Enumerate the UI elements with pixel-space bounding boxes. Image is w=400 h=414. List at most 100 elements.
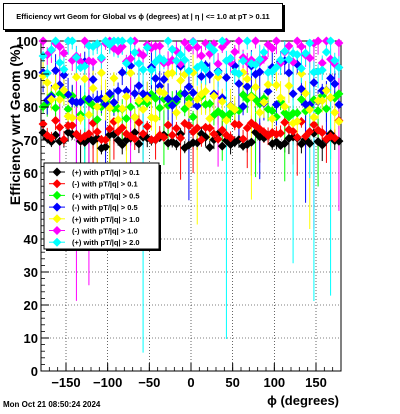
data-point [51,36,61,46]
data-point [142,94,152,104]
data-point [159,56,169,66]
data-point [309,78,319,88]
data-point [313,106,323,116]
data-point [251,121,261,131]
y-tick-label: 30 [24,265,38,280]
data-point [38,119,48,129]
data-point [280,102,290,112]
legend-entry: (-) with pT/|q| > 0.5 [72,203,138,212]
x-tick-label: 0 [187,375,194,390]
legend-marker [52,214,62,224]
data-point [101,142,111,152]
data-point [42,68,52,78]
legend-entry: (+) with pT/|q| > 0.5 [72,191,140,200]
data-point [121,129,131,139]
x-axis-label: ϕ (degrees) [267,393,339,408]
data-point [251,60,261,70]
data-point [59,85,69,95]
data-point [296,41,306,51]
data-point [121,86,131,96]
data-point [171,139,181,149]
data-point [184,43,194,53]
data-point [330,79,340,89]
data-point [263,80,273,90]
data-point [126,68,136,78]
data-point [167,130,177,140]
y-tick-label: 50 [24,199,38,214]
data-point [51,115,61,125]
data-point [334,63,344,73]
data-point [234,79,244,89]
data-point [92,115,102,125]
data-point [101,94,111,104]
chart-title: Efficiency wrt Geom for Global vs ϕ (deg… [16,12,270,21]
data-point [230,47,240,57]
data-point [217,125,227,135]
data-point [167,68,177,78]
data-point [92,102,102,112]
data-point [167,44,177,54]
data-point [213,67,223,77]
x-tick-label: −100 [93,375,122,390]
data-point [109,73,119,83]
data-point [246,92,256,102]
data-point [113,115,123,125]
data-point [130,134,140,144]
data-point [134,118,144,128]
data-point [92,39,102,49]
data-point [171,94,181,104]
data-point [171,56,181,66]
data-point [296,94,306,104]
data-point [217,97,227,107]
data-point [321,47,331,57]
data-point [55,42,65,52]
legend-marker [52,202,62,212]
data-point [205,123,215,133]
data-point [159,88,169,98]
data-point [146,65,156,75]
data-point [188,37,198,47]
data-point [234,36,244,46]
data-point [126,54,136,64]
data-point [296,63,306,73]
data-point [180,104,190,114]
data-point [84,129,94,139]
legend: (+) with pT/|q| > 0.1 (-) with pT/|q| > 0… [43,162,161,251]
data-point [301,88,311,98]
x-tick-label: −50 [138,375,160,390]
data-point [167,100,177,110]
legend-marker [52,237,62,247]
data-point [163,120,173,130]
data-point [105,89,115,99]
data-point [288,89,298,99]
data-point [126,102,136,112]
data-point [138,50,148,60]
data-point [142,121,152,131]
data-point [59,70,69,80]
data-point [113,86,123,96]
data-point [180,89,190,99]
data-point [334,117,344,127]
data-point [317,128,327,138]
data-point [242,123,252,133]
data-point [271,36,281,46]
data-point [334,38,344,48]
data-point [234,120,244,130]
timestamp: Mon Oct 21 08:50:24 2024 [3,400,101,409]
data-point [217,42,227,52]
data-point [96,53,106,63]
data-point [88,57,98,67]
y-tick-label: 80 [24,100,38,115]
data-point [255,107,265,117]
y-tick-label: 10 [24,331,38,346]
data-point [242,82,252,92]
data-point [292,36,302,46]
data-point [80,74,90,84]
data-point [121,58,131,68]
data-point [134,81,144,91]
data-point [301,48,311,58]
data-point [251,127,261,137]
legend-marker [52,226,62,235]
data-point [317,96,327,106]
data-point [196,135,206,145]
